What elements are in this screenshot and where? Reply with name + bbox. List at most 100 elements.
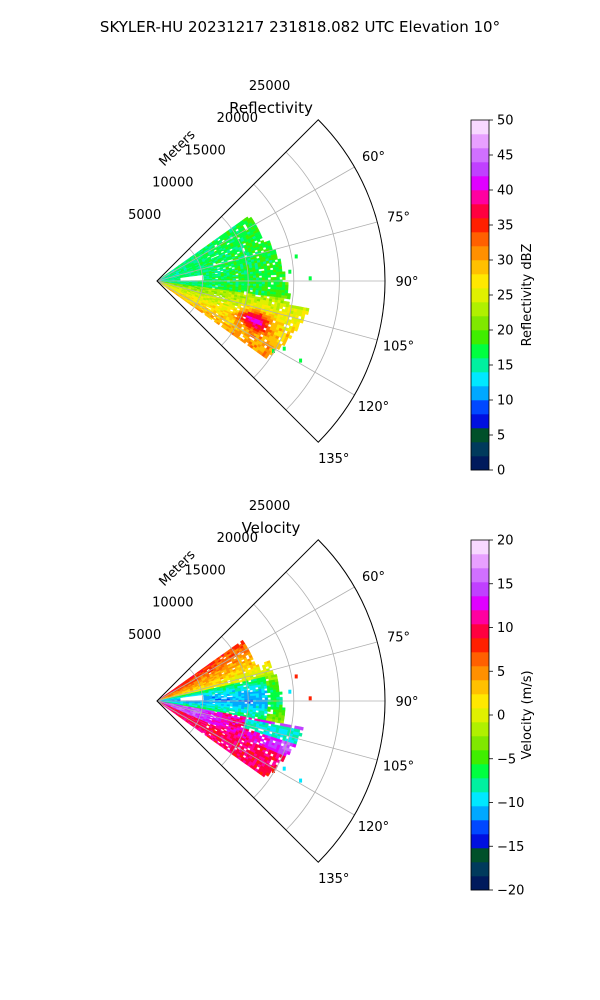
echo-bin bbox=[281, 287, 286, 291]
isolated-echo bbox=[271, 348, 275, 353]
echo-bin bbox=[244, 698, 248, 701]
radial-tick-label: 5000 bbox=[128, 208, 161, 223]
echo-bin bbox=[244, 281, 248, 284]
echo-bin bbox=[256, 277, 260, 281]
echo-bin bbox=[255, 292, 259, 296]
echo-bin bbox=[276, 707, 280, 711]
isolated-echo bbox=[299, 358, 303, 363]
colorbar-swatch bbox=[471, 610, 489, 625]
echo-bin bbox=[275, 289, 280, 293]
echo-bin bbox=[276, 702, 280, 706]
radial-tick-label: 20000 bbox=[217, 531, 258, 546]
echo-bin bbox=[214, 276, 219, 279]
colorbar-tick-label: 35 bbox=[497, 219, 514, 234]
colorbar-swatch bbox=[471, 582, 489, 597]
angle-tick-label: 90° bbox=[395, 275, 418, 290]
colorbar-tick-label: 40 bbox=[497, 184, 514, 199]
azimuth-spoke bbox=[156, 166, 355, 282]
echo-bin bbox=[279, 274, 283, 278]
isolated-echo bbox=[299, 778, 303, 783]
echo-bin bbox=[212, 698, 216, 701]
colorbar-swatch bbox=[471, 722, 489, 737]
echo-bin bbox=[258, 235, 263, 240]
colorbar-swatch bbox=[471, 414, 489, 429]
echo-bin bbox=[270, 269, 274, 273]
angle-tick-label: 135° bbox=[318, 872, 349, 887]
colorbar-tick-label: 15 bbox=[497, 577, 514, 592]
echo-bin bbox=[197, 273, 201, 276]
echo-bin bbox=[264, 701, 269, 705]
colorbar-swatch bbox=[471, 428, 489, 443]
echo-bin bbox=[267, 274, 272, 278]
colorbar-swatch bbox=[471, 274, 489, 289]
echo-bin bbox=[270, 697, 274, 700]
colorbar-swatch bbox=[471, 568, 489, 583]
echo-bin bbox=[294, 327, 299, 332]
echo-bin bbox=[275, 689, 280, 693]
echo-bin bbox=[252, 275, 257, 279]
colorbar-swatch bbox=[471, 288, 489, 303]
echo-bin bbox=[261, 701, 266, 705]
echo-bin bbox=[273, 701, 277, 706]
colorbar-swatch bbox=[471, 680, 489, 695]
echo-bin bbox=[240, 688, 245, 692]
colorbar-swatch bbox=[471, 330, 489, 345]
echo-bin bbox=[271, 259, 276, 263]
echo-bin bbox=[238, 698, 242, 701]
colorbar-tick-label: 15 bbox=[497, 359, 514, 374]
radial-tick-label: 10000 bbox=[152, 596, 193, 611]
colorbar-swatch bbox=[471, 876, 489, 891]
echo-bin bbox=[268, 664, 273, 669]
echo-bin bbox=[244, 694, 248, 697]
echo-bin bbox=[251, 715, 256, 719]
echo-bin bbox=[269, 264, 274, 269]
echo-bin bbox=[249, 693, 254, 697]
echo-bin bbox=[221, 698, 225, 701]
echo-bin bbox=[264, 272, 268, 276]
colorbar-swatch bbox=[471, 750, 489, 765]
echo-bin bbox=[267, 702, 271, 705]
echo-bin bbox=[235, 271, 239, 274]
colorbar-swatch bbox=[471, 848, 489, 863]
echo-bin bbox=[258, 695, 263, 699]
echo-bin bbox=[281, 271, 286, 275]
echo-bin bbox=[270, 706, 274, 710]
echo-bin bbox=[274, 256, 278, 261]
echo-bin bbox=[226, 698, 231, 701]
echo-bin bbox=[284, 287, 289, 291]
echo-bin bbox=[266, 293, 271, 297]
echo-bin bbox=[264, 281, 269, 285]
echo-bin bbox=[257, 266, 262, 270]
echo-bin bbox=[229, 709, 233, 712]
echo-bin bbox=[276, 284, 280, 288]
echo-bin bbox=[273, 694, 277, 698]
echo-bin bbox=[256, 697, 260, 701]
azimuth-spoke bbox=[156, 280, 355, 396]
colorbar-swatch bbox=[471, 456, 489, 471]
echo-bin bbox=[237, 713, 241, 717]
echo-bin bbox=[270, 694, 274, 698]
echo-bin bbox=[267, 272, 271, 276]
azimuth-spoke bbox=[156, 700, 355, 816]
isolated-echo bbox=[294, 254, 298, 259]
colorbar-swatch bbox=[471, 596, 489, 611]
echo-bin bbox=[250, 275, 254, 279]
echo-bin bbox=[298, 732, 303, 737]
colorbar-tick-label: 30 bbox=[497, 254, 514, 269]
echo-bin bbox=[216, 268, 221, 271]
echo-bin bbox=[214, 271, 218, 274]
echo-bin bbox=[185, 695, 190, 698]
echo-bin bbox=[282, 276, 286, 280]
echo-bin bbox=[264, 268, 268, 272]
echo-bin bbox=[255, 703, 260, 707]
colorbar-swatch bbox=[471, 764, 489, 779]
colorbar-tick-label: −10 bbox=[497, 796, 524, 811]
echo-bin bbox=[273, 696, 277, 701]
angle-tick-label: 120° bbox=[358, 820, 389, 835]
echo-bin bbox=[255, 708, 260, 711]
colorbar-swatch bbox=[471, 232, 489, 247]
colorbar-swatch bbox=[471, 694, 489, 709]
colorbar-label: Velocity (m/s) bbox=[520, 670, 535, 759]
colorbar-swatch bbox=[471, 176, 489, 191]
